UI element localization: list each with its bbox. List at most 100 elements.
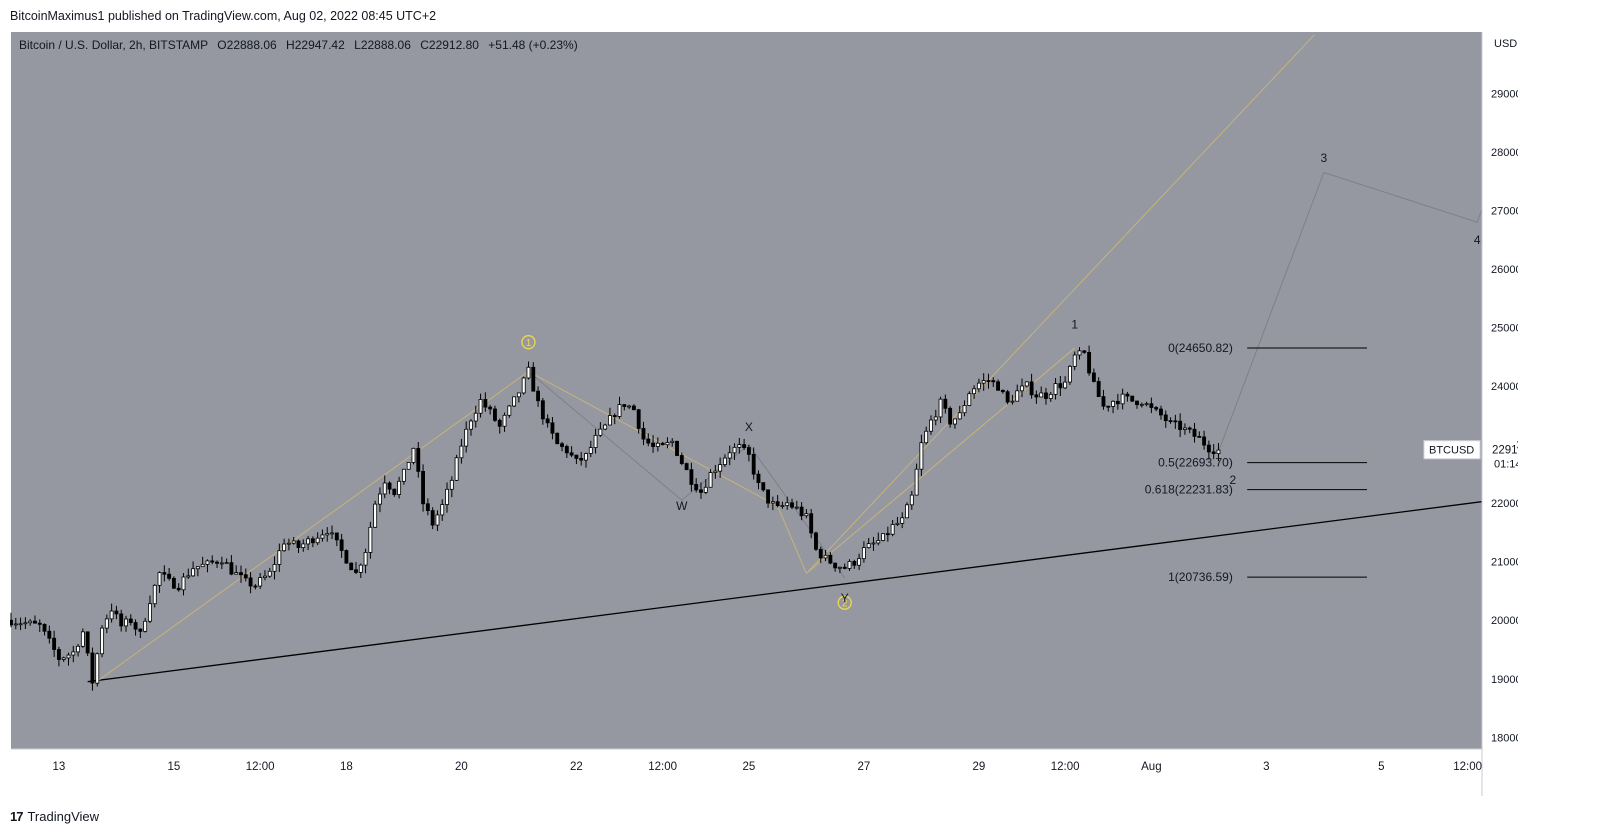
- candle: [1010, 394, 1015, 405]
- fib-level-label: 0.5(22693.70): [1158, 456, 1233, 470]
- candle-body: [210, 560, 215, 563]
- candle-body: [1039, 392, 1044, 398]
- candle: [229, 555, 234, 576]
- candle-body: [76, 645, 81, 653]
- candle: [109, 603, 114, 623]
- candle: [90, 647, 95, 691]
- candle-body: [785, 502, 790, 506]
- plot-area[interactable]: [11, 32, 1482, 749]
- candle-body: [1096, 381, 1101, 397]
- time-axis-ticks: 13 15 12:00 18 20 22 12:00 25 27 29 12:00 Aug 3 5 12:0…: [53, 761, 1482, 773]
- candle: [421, 464, 426, 512]
- candle-body: [1020, 385, 1024, 392]
- candle-body: [569, 452, 574, 456]
- candle: [952, 418, 957, 429]
- candle: [1058, 375, 1063, 397]
- candle: [176, 583, 181, 592]
- candle: [507, 405, 512, 418]
- candle-body: [334, 532, 339, 541]
- candle-body: [689, 469, 694, 485]
- candle: [1101, 389, 1106, 410]
- candle-body: [684, 463, 689, 471]
- candle-body: [85, 631, 90, 654]
- candle: [119, 609, 124, 632]
- candle-body: [234, 572, 239, 575]
- candle: [1005, 389, 1010, 405]
- candle-body: [799, 506, 804, 517]
- candle: [291, 536, 296, 545]
- candle-body: [425, 503, 430, 511]
- candle: [143, 617, 148, 633]
- candle: [1111, 400, 1115, 414]
- candle: [349, 562, 354, 571]
- price-axis[interactable]: [1482, 32, 1517, 796]
- candle: [363, 548, 368, 574]
- candle: [1202, 430, 1207, 450]
- candle-body: [516, 392, 521, 398]
- candle: [1139, 402, 1144, 408]
- candle-body: [478, 399, 483, 414]
- candle: [162, 565, 167, 582]
- candle: [933, 409, 938, 426]
- candle-body: [761, 482, 766, 491]
- candle-body: [200, 563, 205, 568]
- candle-body: [986, 380, 991, 382]
- candle-body: [909, 494, 914, 506]
- candle: [286, 538, 291, 551]
- candle: [373, 500, 378, 528]
- candle: [732, 443, 737, 460]
- candle-body: [675, 440, 679, 456]
- candle: [655, 437, 660, 452]
- candle: [1115, 393, 1120, 410]
- candle: [1154, 406, 1159, 412]
- time-tick-label: 20: [455, 761, 468, 773]
- price-tick-label: 22000.00: [1491, 498, 1518, 510]
- candle: [1211, 444, 1216, 460]
- candle-body: [430, 510, 435, 526]
- candle: [531, 362, 536, 392]
- candle-body: [507, 405, 512, 416]
- candle: [641, 421, 646, 446]
- candle: [469, 419, 473, 436]
- candle-body: [694, 484, 699, 491]
- candle-body: [23, 622, 28, 625]
- candle: [478, 393, 483, 418]
- candle-body: [378, 493, 382, 505]
- candle-body: [310, 538, 315, 544]
- candle-body: [205, 560, 210, 565]
- price-tick-label: 21000.00: [1491, 557, 1518, 569]
- time-tick-label: 12:00: [1453, 761, 1482, 773]
- price-axis-unit: USD: [1494, 38, 1517, 50]
- candle: [378, 487, 382, 513]
- wave-marker-label: 1: [526, 338, 532, 349]
- candle-body: [291, 540, 296, 544]
- candle-body: [890, 524, 895, 535]
- candle: [991, 377, 996, 387]
- candle-body: [282, 543, 287, 552]
- candle-body: [914, 468, 919, 496]
- time-axis[interactable]: [11, 749, 1482, 796]
- candle-body: [646, 438, 651, 444]
- candle-body: [1182, 427, 1187, 430]
- candle: [493, 405, 497, 422]
- candle: [497, 418, 502, 434]
- candle: [526, 361, 531, 380]
- candle-body: [330, 532, 334, 535]
- candle: [833, 562, 838, 572]
- candle-body: [713, 470, 718, 473]
- price-chart[interactable]: 0(24650.82)0.5(22693.70)0.618(22231.83)1…: [9, 31, 1540, 797]
- candle: [382, 475, 387, 499]
- candle-body: [655, 442, 660, 447]
- candle-body: [593, 434, 598, 448]
- candle: [488, 404, 493, 415]
- candle: [61, 656, 66, 662]
- time-tick-label: Aug: [1141, 761, 1161, 773]
- candle-body: [991, 380, 996, 383]
- candle-body: [28, 620, 33, 624]
- candle-body: [804, 513, 809, 517]
- candle-body: [349, 562, 354, 571]
- candle-body: [924, 430, 929, 444]
- chart-frame[interactable]: 0(24650.82) 0.5(22693.70) 0.618(22231.83) 1…: [9, 31, 1540, 797]
- candle: [1187, 426, 1192, 434]
- candles-layer: [9, 345, 1221, 691]
